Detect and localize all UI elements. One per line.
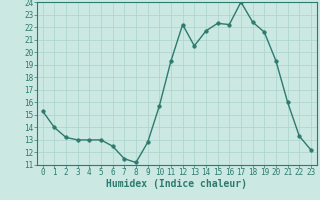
X-axis label: Humidex (Indice chaleur): Humidex (Indice chaleur) xyxy=(106,179,247,189)
